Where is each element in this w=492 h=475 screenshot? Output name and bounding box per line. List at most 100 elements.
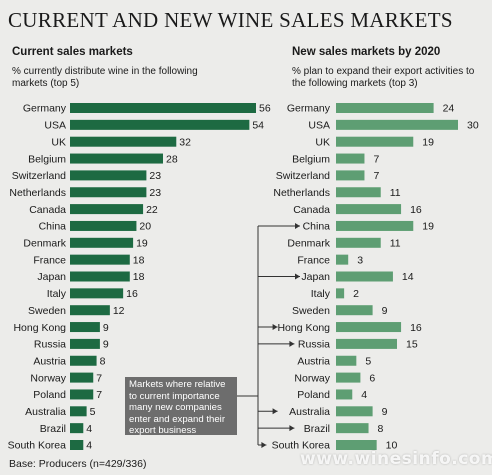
left-value-label: 7: [96, 372, 102, 384]
right-panel-title: New sales markets by 2020: [292, 46, 441, 58]
right-category-label: France: [297, 254, 330, 266]
right-bar: [336, 338, 397, 349]
left-value-label: 5: [90, 406, 96, 418]
right-bar: [336, 322, 402, 333]
right-category-label: Japan: [301, 271, 330, 283]
left-bar: [70, 389, 94, 400]
callout-arrow-head: [289, 340, 295, 347]
right-category-label: Australia: [289, 406, 330, 418]
right-value-label: 7: [373, 170, 379, 182]
right-value-label: 8: [378, 423, 384, 435]
right-bar: [336, 103, 434, 113]
left-value-label: 18: [133, 254, 145, 266]
callout-arrow-head: [295, 222, 300, 229]
left-value-label: 12: [113, 305, 125, 317]
left-category-label: Canada: [29, 204, 66, 216]
right-panel-subtitle: % plan to expand their export activities…: [292, 66, 475, 89]
right-value-label: 6: [369, 372, 375, 384]
left-category-label: Hong Kong: [13, 322, 66, 334]
right-value-label: 19: [422, 136, 434, 148]
right-bar: [336, 389, 353, 400]
callout-box: Markets where relative to current import…: [125, 377, 237, 436]
right-value-label: 30: [467, 120, 479, 132]
left-category-label: Australia: [25, 406, 66, 418]
left-bar: [70, 406, 87, 417]
left-bar: [70, 271, 130, 282]
right-value-label: 10: [386, 440, 398, 452]
right-category-label: Brazil: [304, 423, 330, 435]
left-category-label: USA: [44, 120, 66, 132]
left-value-label: 9: [103, 322, 109, 334]
left-value-label: 18: [133, 271, 145, 283]
left-category-label: Netherlands: [9, 187, 66, 199]
left-bar: [70, 355, 97, 366]
left-category-label: South Korea: [8, 440, 67, 452]
left-bar: [70, 103, 256, 113]
right-category-label: Poland: [297, 389, 330, 401]
right-category-label: Netherlands: [273, 187, 330, 199]
right-bar: [336, 204, 402, 215]
left-bar: [70, 372, 94, 383]
right-bar: [336, 288, 345, 299]
right-category-label: Sweden: [292, 305, 330, 317]
left-bar: [70, 170, 147, 181]
left-category-label: Switzerland: [12, 170, 66, 182]
right-value-label: 7: [373, 153, 379, 165]
left-category-label: Denmark: [23, 238, 66, 250]
right-category-label: Russia: [298, 339, 330, 351]
left-bar: [70, 322, 100, 333]
right-bar: [336, 170, 365, 181]
left-bar: [70, 220, 137, 231]
right-bar: [336, 153, 365, 164]
left-category-label: Austria: [33, 355, 66, 367]
left-value-label: 56: [259, 103, 271, 115]
right-value-label: 9: [382, 305, 388, 317]
left-category-label: Poland: [33, 389, 66, 401]
left-bar: [70, 204, 144, 215]
right-bar: [336, 237, 381, 248]
right-value-label: 15: [406, 339, 418, 351]
right-bar: [336, 423, 369, 434]
right-bar: [336, 187, 381, 198]
left-value-label: 23: [149, 170, 161, 182]
left-bar: [70, 187, 147, 198]
right-value-label: 24: [443, 103, 455, 115]
left-panel-title: Current sales markets: [12, 46, 133, 58]
left-category-label: UK: [51, 136, 66, 148]
callout-arrow-head: [289, 425, 295, 432]
left-bar: [70, 254, 130, 265]
left-value-label: 4: [86, 423, 92, 435]
right-bar: [336, 136, 414, 147]
right-bar: [336, 406, 373, 417]
right-category-label: Switzerland: [276, 170, 330, 182]
callout-arrow-head: [295, 273, 300, 280]
left-value-label: 7: [96, 389, 102, 401]
right-value-label: 5: [365, 355, 371, 367]
left-value-label: 23: [149, 187, 161, 199]
left-value-label: 9: [103, 339, 109, 351]
right-value-label: 9: [382, 406, 388, 418]
left-category-label: France: [33, 254, 66, 266]
right-category-label: Denmark: [287, 238, 330, 250]
left-category-label: Germany: [23, 103, 67, 115]
right-category-label: Belgium: [292, 153, 330, 165]
left-value-label: 32: [179, 136, 191, 148]
right-category-label: Germany: [287, 103, 331, 115]
right-category-label: Italy: [311, 288, 331, 300]
right-bar: [336, 440, 377, 450]
right-value-label: 14: [402, 271, 414, 283]
footnote: Base: Producers (n=429/336): [9, 458, 147, 470]
left-bar: [70, 153, 163, 164]
right-value-label: 16: [410, 322, 422, 334]
left-value-label: 4: [86, 440, 92, 452]
right-bar: [336, 372, 361, 383]
right-bar: [336, 305, 373, 316]
left-category-label: Italy: [47, 288, 67, 300]
left-value-label: 22: [146, 204, 158, 216]
right-category-label: Austria: [297, 355, 330, 367]
right-value-label: 4: [361, 389, 367, 401]
right-category-label: Canada: [293, 204, 330, 216]
right-category-label: Norway: [294, 372, 330, 384]
left-category-label: Norway: [30, 372, 66, 384]
